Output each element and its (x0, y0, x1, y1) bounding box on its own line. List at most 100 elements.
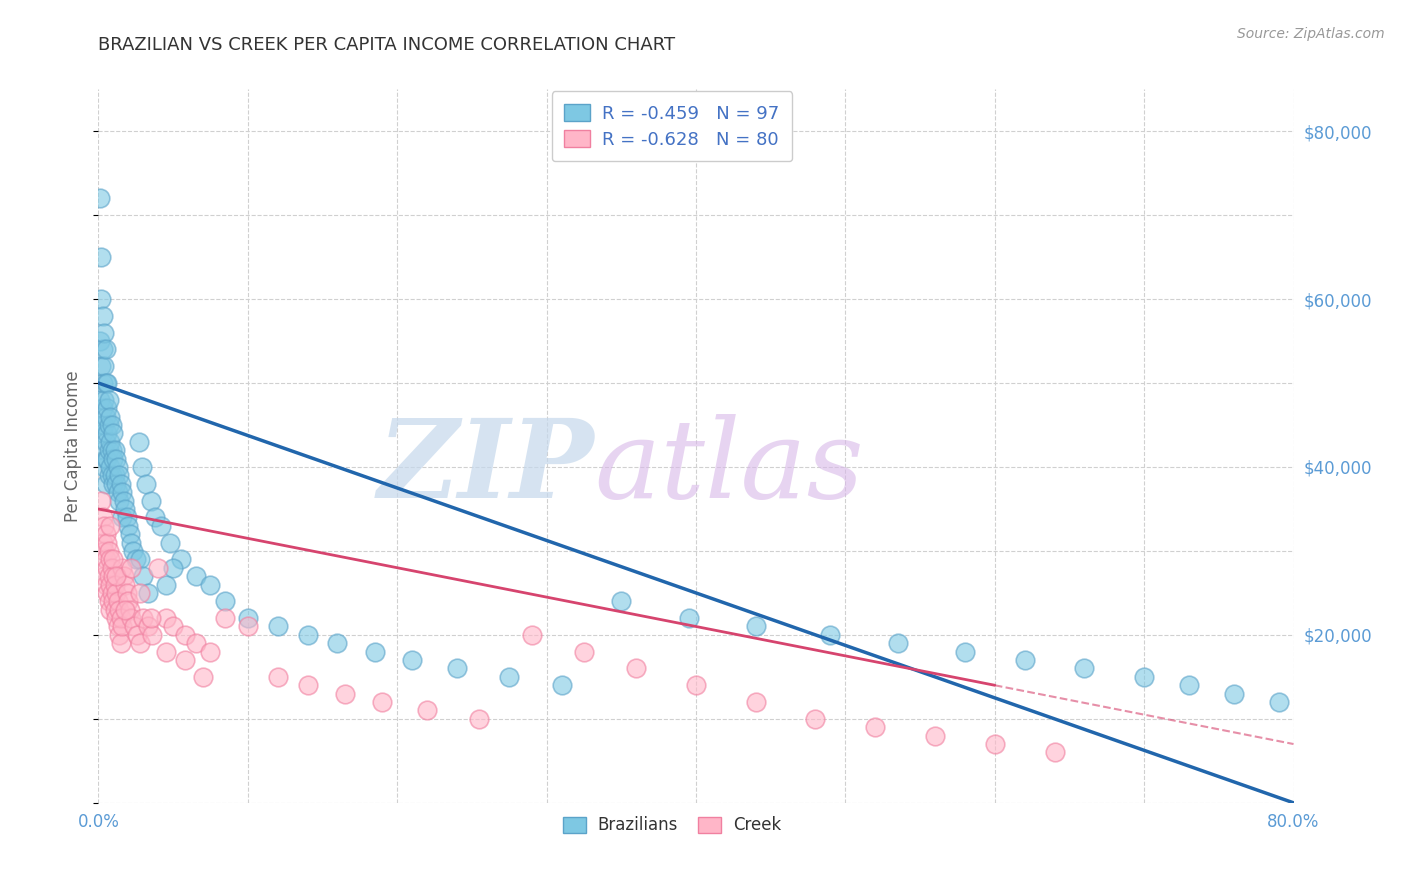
Point (96, 401, 118, 416)
Legend: Brazilians, Creek: Brazilians, Creek (553, 806, 792, 845)
Point (236, 619, 259, 633)
Point (865, 720, 887, 734)
Point (297, 678, 319, 692)
Point (678, 611, 700, 625)
Point (108, 493, 131, 508)
Point (103, 594, 125, 608)
Point (143, 510, 166, 524)
Point (114, 577, 136, 591)
Point (520, 628, 543, 642)
Point (984, 737, 1007, 751)
Point (174, 628, 197, 642)
Point (1043, 746, 1066, 760)
Point (96, 376, 118, 390)
Point (101, 417, 124, 432)
Point (184, 569, 207, 583)
Point (110, 636, 132, 650)
Point (107, 460, 129, 475)
Point (1014, 653, 1036, 667)
Point (98, 409, 122, 424)
Point (110, 611, 132, 625)
Point (626, 661, 648, 675)
Point (93, 544, 115, 558)
Point (96, 451, 118, 466)
Point (98, 577, 122, 591)
Point (98, 460, 122, 475)
Point (97, 417, 120, 432)
Point (105, 451, 128, 466)
Point (820, 628, 842, 642)
Point (129, 552, 152, 566)
Point (1073, 661, 1095, 675)
Point (91, 376, 114, 390)
Point (90, 292, 112, 306)
Point (104, 468, 127, 483)
Point (191, 670, 214, 684)
Point (115, 510, 138, 524)
Point (745, 695, 768, 709)
Point (150, 518, 173, 533)
Point (610, 594, 633, 608)
Point (159, 535, 181, 549)
Point (953, 645, 976, 659)
Point (107, 485, 129, 500)
Point (90, 493, 112, 508)
Point (132, 611, 155, 625)
Point (101, 560, 124, 574)
Point (326, 636, 349, 650)
Point (214, 594, 236, 608)
Y-axis label: Per Capita Income: Per Capita Income (65, 370, 83, 522)
Point (118, 527, 141, 541)
Point (97, 544, 120, 558)
Point (333, 687, 356, 701)
Point (155, 611, 177, 625)
Point (111, 560, 134, 574)
Point (96, 560, 118, 574)
Point (101, 586, 124, 600)
Point (89, 191, 111, 205)
Point (162, 560, 184, 574)
Point (297, 628, 319, 642)
Point (91, 401, 114, 416)
Point (169, 552, 191, 566)
Point (108, 603, 131, 617)
Point (416, 703, 439, 717)
Text: ZIP: ZIP (378, 414, 595, 521)
Point (1223, 687, 1246, 701)
Point (886, 636, 908, 650)
Point (108, 628, 131, 642)
Point (371, 695, 394, 709)
Point (97, 392, 120, 407)
Point (97, 468, 120, 483)
Point (101, 468, 124, 483)
Point (93, 460, 115, 475)
Text: Source: ZipAtlas.com: Source: ZipAtlas.com (1237, 27, 1385, 41)
Point (94, 434, 117, 449)
Point (924, 729, 946, 743)
Point (155, 577, 177, 591)
Point (105, 476, 128, 491)
Point (94, 376, 117, 390)
Point (132, 569, 155, 583)
Point (91, 309, 114, 323)
Point (103, 451, 125, 466)
Point (97, 594, 120, 608)
Point (93, 417, 115, 432)
Point (468, 712, 491, 726)
Point (1133, 670, 1156, 684)
Point (91, 426, 114, 441)
Point (94, 527, 117, 541)
Point (162, 619, 184, 633)
Point (200, 577, 222, 591)
Point (139, 493, 162, 508)
Point (804, 712, 827, 726)
Point (114, 502, 136, 516)
Point (127, 628, 149, 642)
Point (174, 653, 197, 667)
Point (104, 577, 127, 591)
Point (117, 594, 139, 608)
Point (214, 611, 236, 625)
Point (200, 645, 222, 659)
Point (103, 426, 125, 441)
Point (131, 460, 153, 475)
